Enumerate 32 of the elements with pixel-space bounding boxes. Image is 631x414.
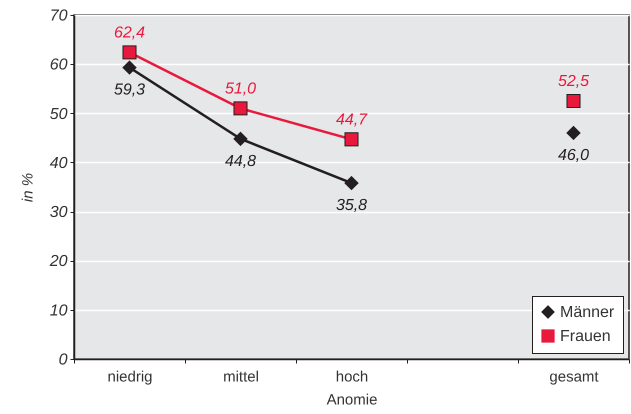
data-label: 52,5: [558, 73, 590, 90]
x-tick-label: mittel: [223, 368, 259, 386]
data-label: 44,8: [224, 152, 256, 170]
point: [566, 126, 581, 140]
y-tick-label: 40: [50, 154, 68, 172]
y-tick-label: 20: [48, 253, 68, 270]
x-tick-label: gesamt: [549, 368, 600, 386]
data-label: 51,0: [224, 80, 256, 98]
point: [344, 132, 359, 146]
point: [566, 94, 581, 108]
x-tick-label: hoch: [336, 368, 368, 386]
point: [122, 45, 137, 60]
y-tick-label: 70: [50, 8, 68, 24]
data-label: 62,4: [114, 24, 146, 42]
data-label: 46,0: [558, 146, 590, 164]
data-label: 44,7: [336, 111, 368, 128]
y-tick-label: 0: [58, 352, 68, 368]
point: [344, 176, 359, 190]
y-axis-title: in %: [20, 172, 37, 202]
y-tick-label: 30: [50, 204, 68, 222]
data-label: 59,3: [114, 82, 146, 99]
point: [233, 132, 248, 146]
data-label: 35,8: [336, 197, 368, 214]
point: [233, 101, 248, 116]
x-axis-title: Anomie: [326, 392, 378, 408]
y-tick-label: 50: [50, 106, 68, 123]
legend-label: Frauen: [560, 328, 611, 345]
y-tick-label: 10: [50, 302, 68, 320]
y-tick-label: 60: [50, 56, 68, 74]
legend-label: Männer: [560, 304, 615, 321]
point: [122, 60, 137, 75]
x-tick-label: niedrig: [107, 368, 153, 386]
